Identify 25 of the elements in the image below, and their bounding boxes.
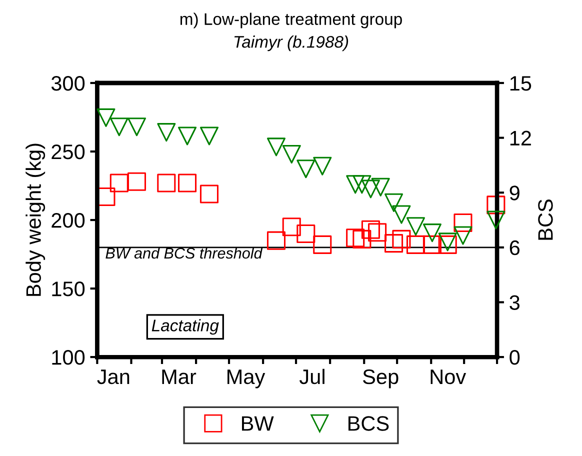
x-tick-label: Jan	[97, 370, 130, 384]
y-tick-label: 300	[51, 76, 85, 91]
y2-tick-label: 15	[510, 76, 532, 91]
y2-tick-label: 9	[510, 186, 520, 200]
y2-tick-label: 0	[510, 350, 520, 365]
chart-title: m) Low-plane treatment group	[180, 12, 402, 28]
ref-line-label: BW and BCS threshold	[106, 247, 263, 259]
y-axis-title: Body weight (kg)	[26, 144, 46, 296]
legend-label: BW	[242, 416, 274, 431]
y2-tick-label: 6	[510, 240, 520, 256]
x-tick-label: Mar	[162, 370, 196, 384]
chart-subtitle: Taimyr (b.1988)	[234, 36, 348, 52]
x-tick-label: Nov	[430, 370, 466, 384]
y-tick-label: 250	[52, 144, 85, 160]
y-tick-label: 150	[52, 282, 85, 296]
annotation: Lactating	[152, 319, 219, 335]
legend-label: BCS	[348, 416, 389, 431]
x-tick-label: Jul	[300, 368, 324, 384]
y-tick-label: 200	[52, 213, 85, 228]
x-tick-label: May	[228, 370, 266, 388]
y2-axis-title: BCS	[538, 200, 553, 240]
x-tick-label: Sep	[363, 369, 398, 388]
y2-tick-label: 12	[510, 130, 531, 146]
y2-tick-label: 3	[510, 295, 520, 310]
y-tick-label: 100	[52, 350, 85, 365]
